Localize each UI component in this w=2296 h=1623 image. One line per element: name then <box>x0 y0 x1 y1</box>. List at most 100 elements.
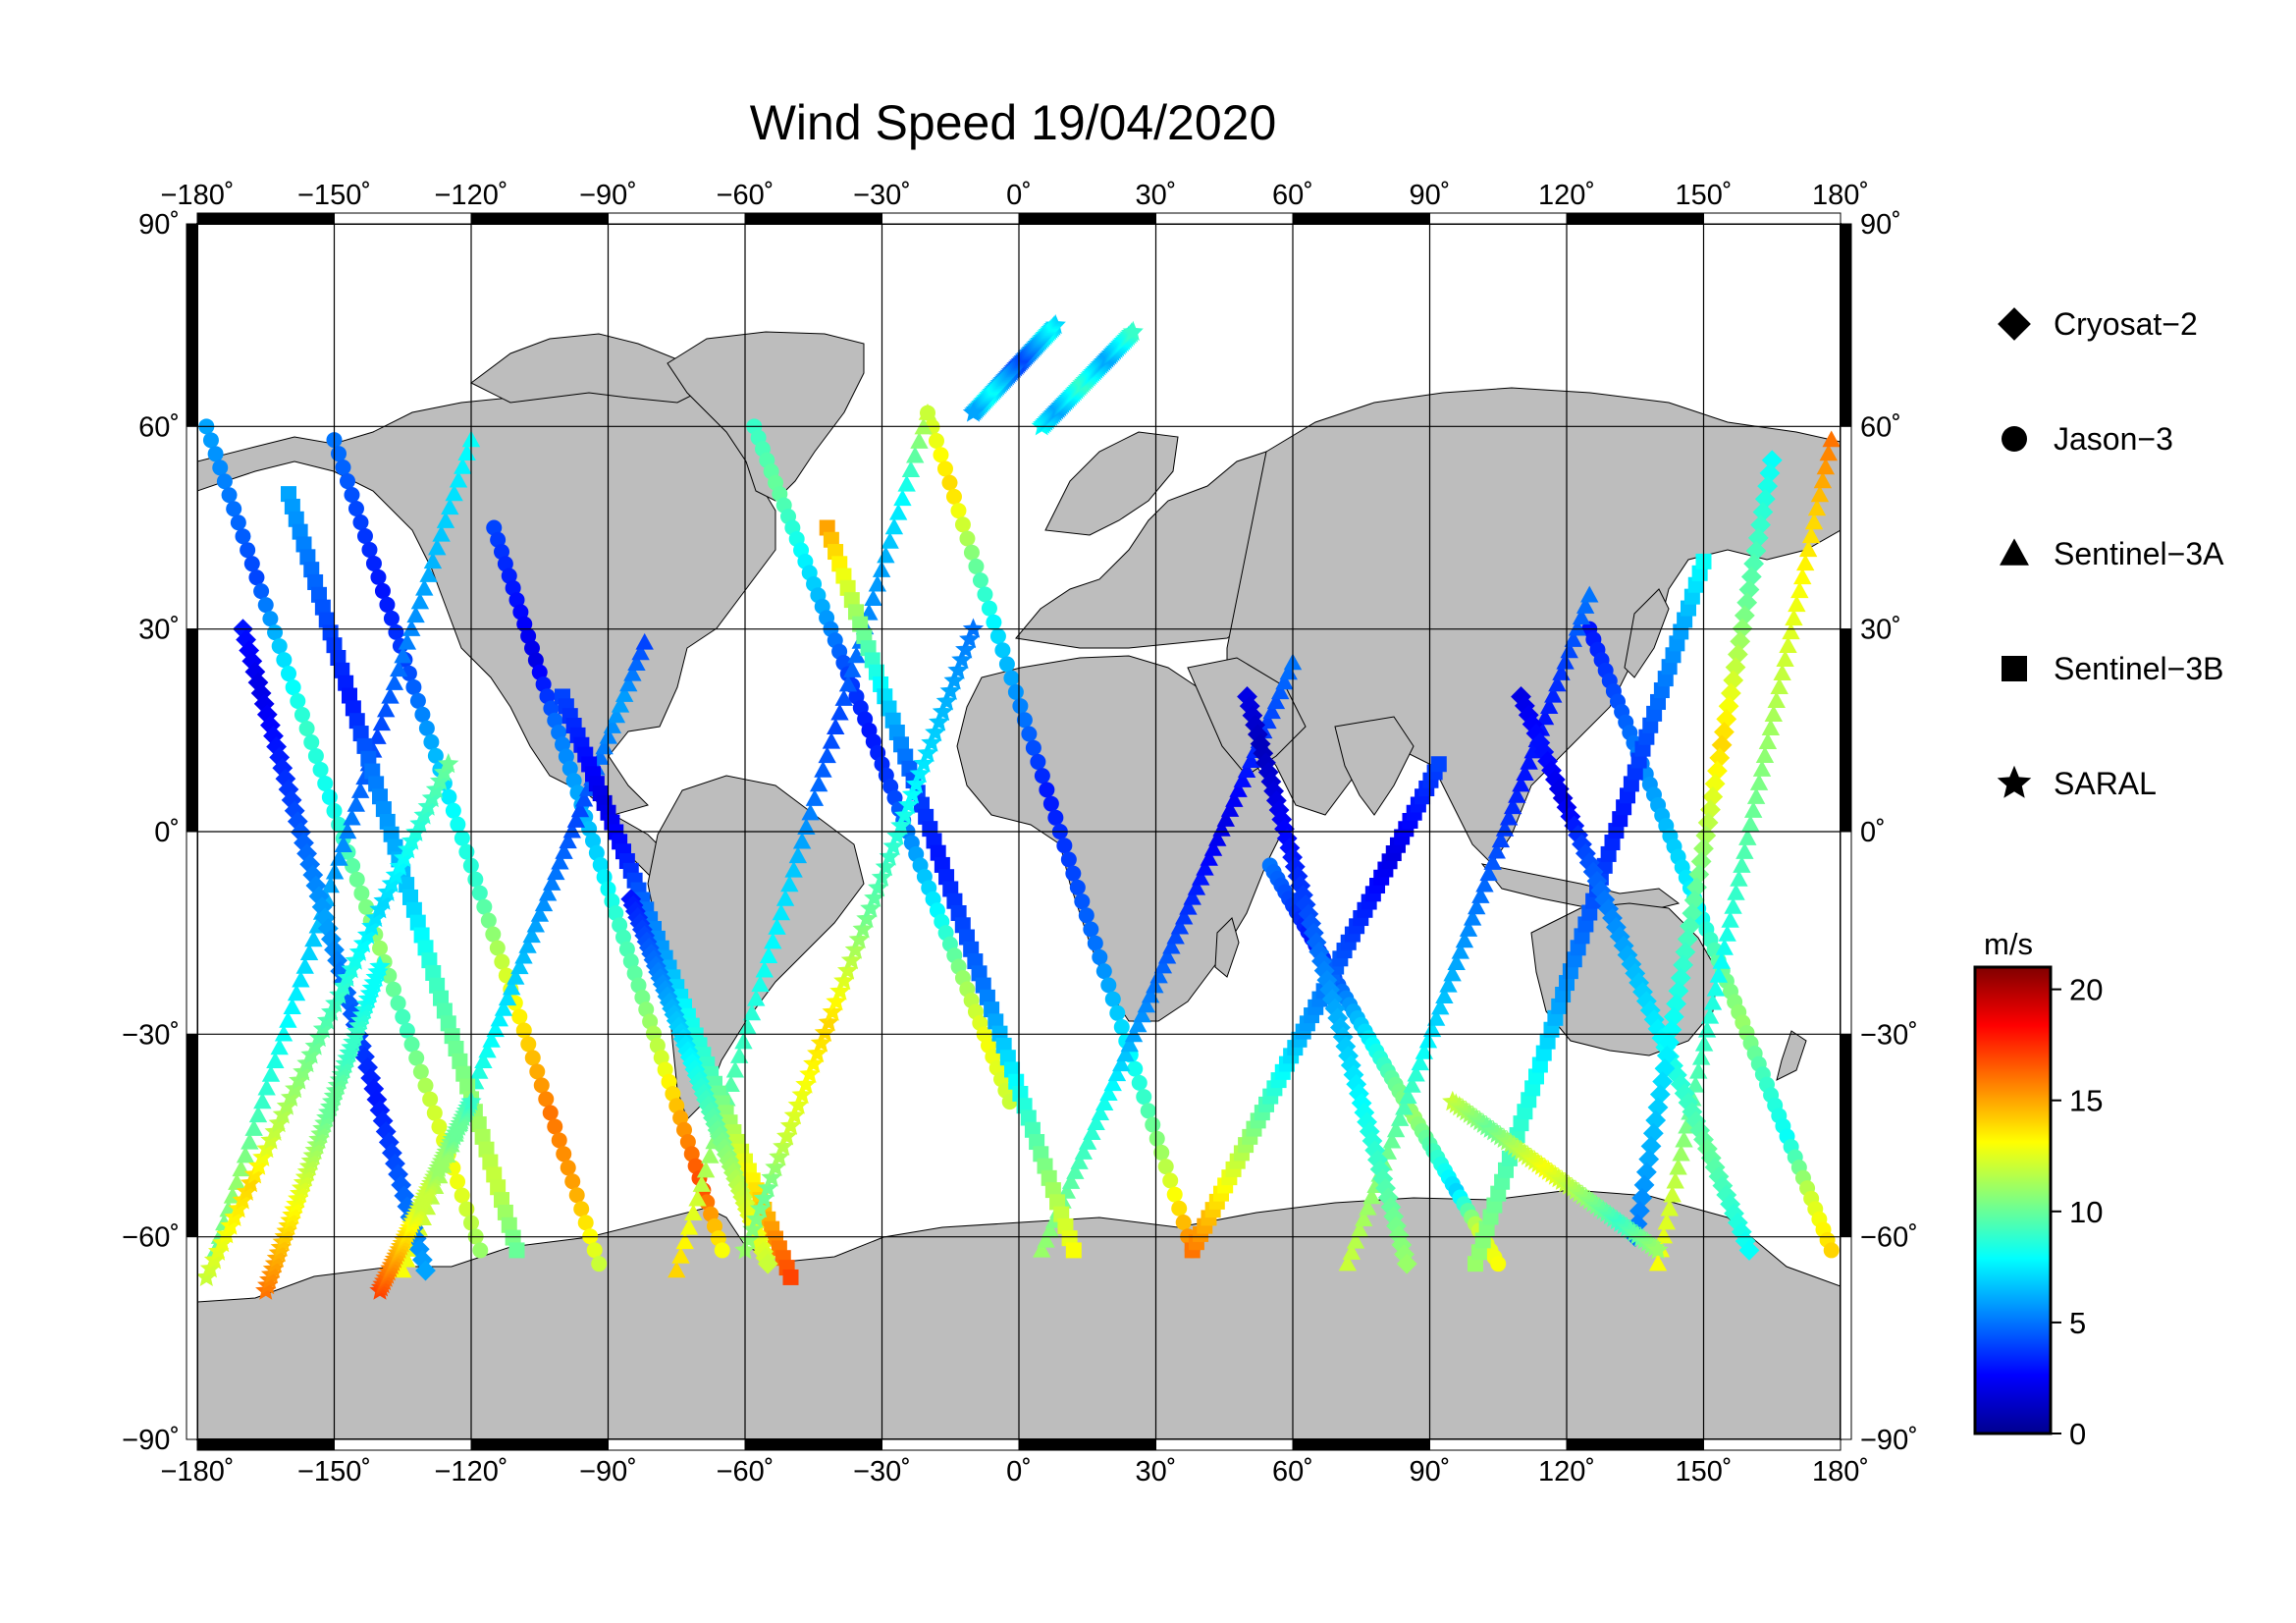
track-point <box>675 1232 694 1250</box>
border-segment-top <box>334 212 472 225</box>
track-point <box>356 924 379 945</box>
track-point <box>1399 1087 1417 1105</box>
track-point <box>333 975 354 996</box>
track-point <box>427 747 444 764</box>
track-point <box>243 1163 266 1184</box>
track-point <box>388 1163 408 1185</box>
track-point <box>372 714 392 731</box>
track <box>326 432 608 1272</box>
track-point <box>1822 430 1841 448</box>
track-point <box>423 733 440 750</box>
track-point <box>1362 1187 1381 1205</box>
graticule <box>197 224 1841 1439</box>
track-point <box>1060 851 1077 868</box>
track-point <box>1313 960 1335 982</box>
track-point <box>1100 977 1117 994</box>
track-point <box>1754 488 1776 510</box>
track-point <box>508 1242 525 1259</box>
track-point <box>814 760 832 778</box>
track <box>1184 756 1447 1259</box>
track-point <box>1247 724 1268 745</box>
track-point <box>452 1053 468 1069</box>
track-point <box>535 676 552 692</box>
track-point <box>918 808 934 825</box>
track-point <box>835 568 852 584</box>
track-point <box>1718 695 1739 717</box>
track-point <box>773 1135 794 1156</box>
track-point <box>298 720 315 736</box>
legend-marker-circle <box>2002 426 2027 452</box>
track-point <box>476 898 493 915</box>
track-point <box>385 1153 405 1174</box>
border-segment-left <box>186 831 198 1035</box>
track-point <box>1564 630 1583 647</box>
track-point <box>1047 809 1064 826</box>
track-point <box>828 544 844 561</box>
track-point <box>1435 987 1454 1004</box>
track-point <box>486 1020 505 1038</box>
track-point <box>551 852 569 870</box>
track-point <box>467 871 484 888</box>
track-point <box>734 1032 753 1050</box>
y-tick-label-right: −30˚ <box>1860 1019 1918 1051</box>
track-point <box>1770 677 1789 695</box>
track-point <box>361 541 378 558</box>
y-tick-label-left: −90˚ <box>122 1425 180 1456</box>
track-point <box>408 1050 425 1066</box>
track-point <box>268 1111 290 1133</box>
satellite-legend: Cryosat−2 Jason−3 Sentinel−3A Sentinel−3B SA… <box>1997 306 2224 801</box>
track-point <box>1140 1103 1156 1119</box>
track-point <box>1016 712 1033 729</box>
track-point <box>930 844 946 861</box>
track-point <box>264 1120 286 1141</box>
track-point <box>1166 927 1185 945</box>
track-point <box>746 1208 768 1228</box>
track-point <box>1220 800 1240 817</box>
track-point <box>1021 726 1038 742</box>
track-point <box>1779 636 1797 654</box>
track-point <box>478 1141 495 1158</box>
track-point <box>482 1030 501 1048</box>
track-point <box>352 933 375 953</box>
track-point <box>1162 1172 1179 1189</box>
track-point <box>962 402 985 422</box>
border-segment-bottom <box>1703 1438 1842 1451</box>
track-point <box>1738 1240 1760 1261</box>
x-tick-label-bottom: 30˚ <box>1136 1456 1177 1488</box>
track-point <box>276 1095 298 1115</box>
track-point <box>886 825 908 845</box>
track-point <box>364 763 381 780</box>
track-point <box>331 816 347 833</box>
track-point <box>1355 1210 1373 1226</box>
track-point <box>1065 865 1082 882</box>
track-point <box>474 1052 493 1069</box>
track-point <box>345 700 361 717</box>
track-point <box>1724 896 1742 914</box>
track-point <box>304 930 323 947</box>
track-point <box>478 1041 497 1058</box>
track-point <box>1810 485 1830 503</box>
track-point <box>714 1242 730 1259</box>
track-point <box>335 460 351 476</box>
track-point <box>772 903 791 921</box>
track-point <box>779 1114 802 1135</box>
track-point <box>399 877 415 893</box>
track-point <box>795 1073 817 1094</box>
track-point <box>901 460 921 478</box>
track-point <box>764 932 782 949</box>
track-point <box>524 1050 541 1066</box>
map-plot-area <box>186 212 1852 1451</box>
track-point <box>406 606 425 623</box>
track-point <box>220 1215 241 1235</box>
track-point <box>955 638 977 659</box>
track-point <box>687 1158 704 1174</box>
track-point <box>390 660 408 677</box>
track-point <box>539 688 556 705</box>
track-point <box>1338 1254 1357 1271</box>
track-point <box>1024 1121 1041 1138</box>
border-segment-left <box>186 628 198 833</box>
track-point <box>1266 692 1286 710</box>
y-tick-label-right: 60˚ <box>1860 411 1901 443</box>
track-point <box>1245 714 1266 735</box>
track-point <box>1382 1131 1402 1149</box>
